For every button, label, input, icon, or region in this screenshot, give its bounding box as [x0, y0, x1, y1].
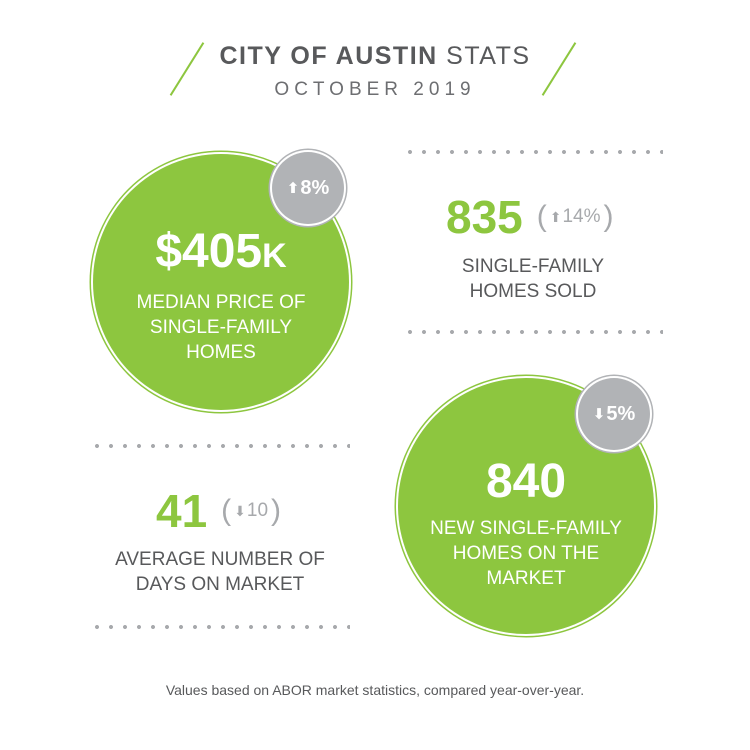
divider-dots	[90, 625, 350, 629]
divider-dots	[403, 150, 663, 154]
median-price-change: 8%	[300, 176, 330, 199]
median-price-text: $405K MEDIAN PRICE OF SINGLE-FAMILY HOME…	[93, 226, 349, 365]
paren-close: )	[603, 200, 614, 233]
homes-sold-label: SINGLE-FAMILY HOMES SOLD	[403, 254, 663, 304]
footnote: Values based on ABOR market statistics, …	[165, 682, 585, 698]
new-listings-change-badge: ⬇ 5%	[578, 378, 650, 450]
up-arrow-icon: ⬆	[549, 208, 562, 225]
new-listings-label: NEW SINGLE-FAMILY HOMES ON THE MARKET	[398, 516, 654, 591]
new-listings-change: 5%	[606, 402, 636, 425]
homes-sold-stat: 835 ( ⬆ 14% )	[446, 192, 614, 242]
paren-open: (	[536, 200, 547, 233]
median-price-label-line: SINGLE-FAMILY	[149, 317, 293, 338]
median-price-change-badge: ⬆ 8%	[272, 152, 344, 224]
page-title: CITY OF AUSTIN STATS	[0, 42, 750, 71]
median-price-suffix: K	[262, 237, 287, 275]
divider-dots	[90, 444, 350, 448]
homes-sold-change: ( ⬆ 14% )	[537, 200, 614, 234]
days-on-market-label-line: DAYS ON MARKET	[135, 574, 305, 595]
new-listings-label-line: MARKET	[486, 568, 566, 589]
divider-dots	[403, 330, 663, 334]
homes-sold-label-line: SINGLE-FAMILY	[461, 256, 605, 277]
median-price-label: MEDIAN PRICE OF SINGLE-FAMILY HOMES	[93, 290, 349, 365]
median-price-value: $405K	[93, 226, 349, 282]
down-arrow-icon: ⬇	[234, 502, 246, 519]
days-on-market-change: ( ⬇ 10 )	[221, 494, 281, 528]
homes-sold-label-line: HOMES SOLD	[469, 281, 597, 302]
days-on-market-value: 41	[156, 485, 208, 537]
homes-sold-change-value: 14%	[562, 206, 601, 227]
new-listings-label-line: HOMES ON THE	[452, 543, 600, 564]
median-price-label-line: HOMES	[186, 342, 256, 363]
days-on-market-stat: 41 ( ⬇ 10 )	[156, 486, 281, 536]
days-on-market-change-value: 10	[246, 500, 269, 521]
days-on-market-label: AVERAGE NUMBER OF DAYS ON MARKET	[90, 547, 350, 597]
median-price-label-line: MEDIAN PRICE OF	[136, 292, 306, 313]
new-listings-value: 840	[485, 455, 567, 508]
new-listings-text: 840 NEW SINGLE-FAMILY HOMES ON THE MARKE…	[398, 456, 654, 591]
median-price-number: $405	[155, 225, 263, 278]
paren-close: )	[271, 494, 282, 527]
paren-open: (	[221, 494, 232, 527]
title-bold: CITY OF AUSTIN	[219, 42, 438, 70]
up-arrow-icon: ⬆	[286, 180, 300, 197]
days-on-market-label-line: AVERAGE NUMBER OF	[115, 549, 325, 570]
homes-sold-value: 835	[446, 191, 523, 243]
page-subtitle: OCTOBER 2019	[274, 79, 476, 100]
down-arrow-icon: ⬇	[592, 406, 606, 423]
title-rest: STATS	[446, 42, 531, 70]
new-listings-label-line: NEW SINGLE-FAMILY	[430, 518, 622, 539]
